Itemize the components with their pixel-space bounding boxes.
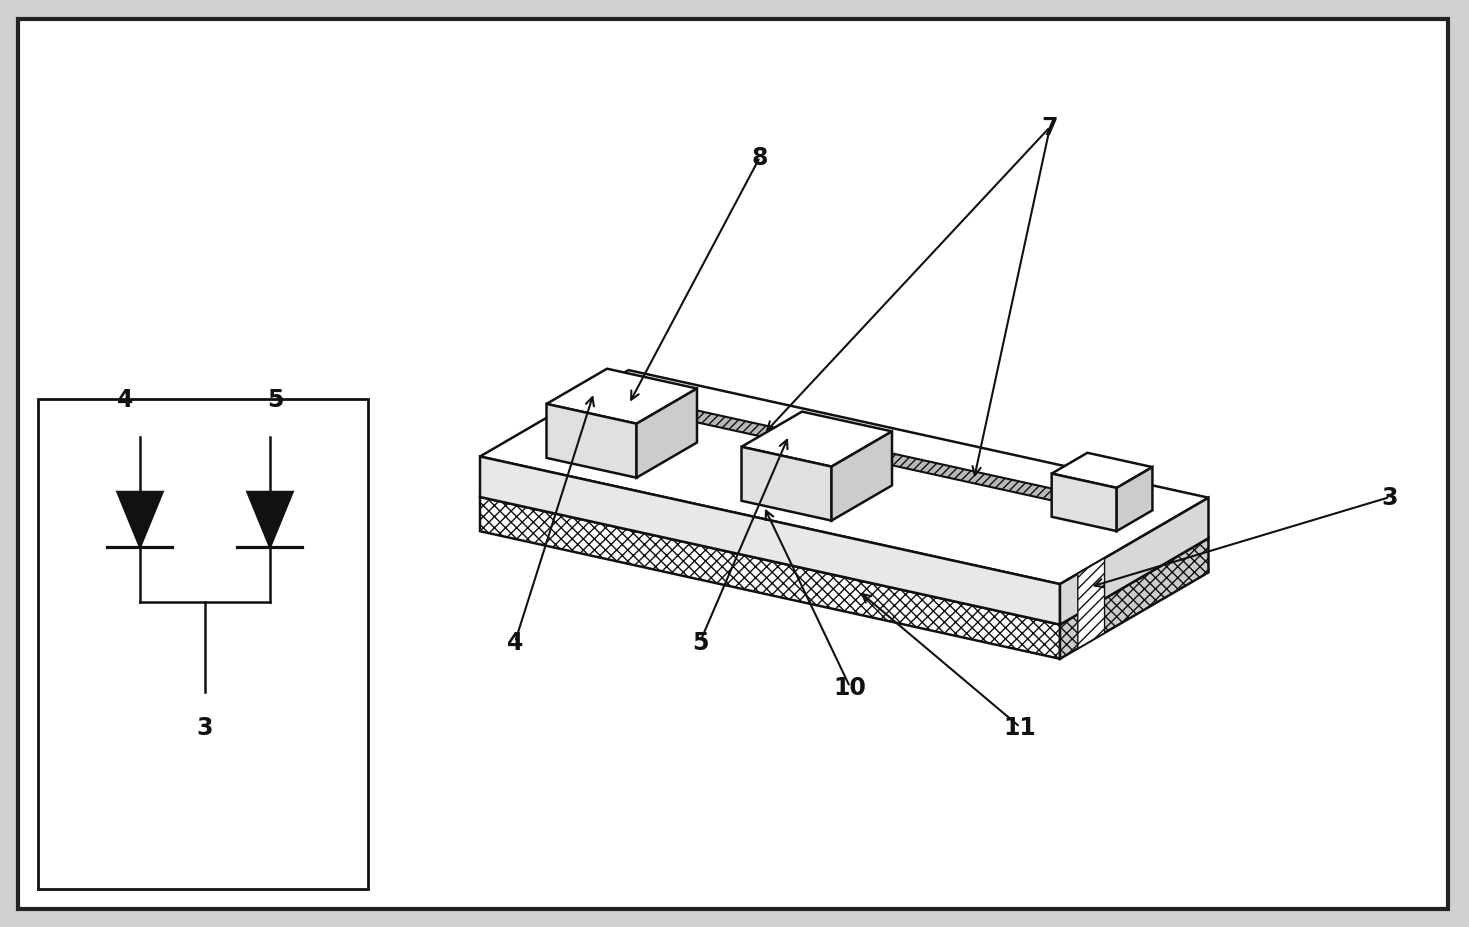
Polygon shape bbox=[636, 389, 696, 478]
Polygon shape bbox=[480, 457, 1061, 625]
Polygon shape bbox=[546, 369, 696, 425]
Text: 3: 3 bbox=[197, 716, 213, 739]
Polygon shape bbox=[610, 395, 1131, 515]
Polygon shape bbox=[1116, 467, 1152, 531]
Polygon shape bbox=[831, 432, 892, 521]
FancyBboxPatch shape bbox=[18, 20, 1448, 909]
Polygon shape bbox=[742, 448, 831, 521]
Polygon shape bbox=[1061, 498, 1209, 625]
Polygon shape bbox=[1052, 453, 1152, 489]
Text: 3: 3 bbox=[1382, 486, 1398, 510]
Text: 4: 4 bbox=[118, 387, 134, 412]
Text: 7: 7 bbox=[1042, 116, 1058, 140]
Text: 5: 5 bbox=[267, 387, 284, 412]
Text: 5: 5 bbox=[692, 630, 708, 654]
Polygon shape bbox=[742, 413, 892, 467]
Polygon shape bbox=[118, 492, 163, 548]
Text: 10: 10 bbox=[833, 675, 867, 699]
Polygon shape bbox=[1052, 474, 1116, 531]
Polygon shape bbox=[480, 412, 1209, 625]
Text: 8: 8 bbox=[752, 146, 768, 170]
Polygon shape bbox=[480, 371, 1209, 584]
Polygon shape bbox=[1061, 539, 1209, 659]
Text: 11: 11 bbox=[1003, 716, 1036, 739]
FancyBboxPatch shape bbox=[38, 400, 369, 889]
Polygon shape bbox=[247, 492, 292, 548]
Polygon shape bbox=[546, 404, 636, 478]
Text: 4: 4 bbox=[507, 630, 523, 654]
Polygon shape bbox=[1078, 559, 1105, 649]
Polygon shape bbox=[480, 498, 1061, 659]
